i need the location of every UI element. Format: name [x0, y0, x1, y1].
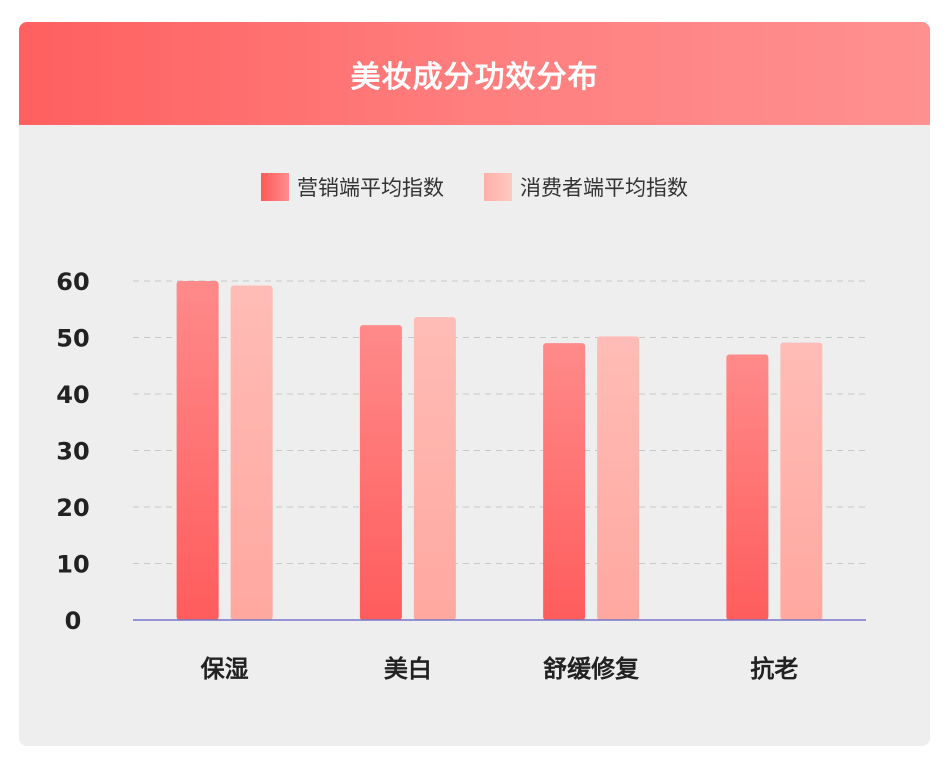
x-category-label: 舒缓修复 — [543, 655, 640, 683]
y-tick-label: 60 — [56, 268, 89, 296]
bar-consumer[interactable] — [413, 317, 456, 620]
bar-marketing[interactable] — [543, 343, 586, 620]
legend-item-marketing[interactable]: 营销端平均指数 — [261, 172, 444, 202]
x-category-label: 美白 — [384, 655, 432, 683]
bar-chart-plot: 0 10 20 30 40 50 60 保湿 美白 舒缓修复 抗老 — [56, 268, 866, 683]
bar-marketing[interactable] — [176, 281, 219, 620]
chart-card: 美妆成分功效分布 营销端平均指数 消费者端平均指数 0 10 20 30 40 50 60 保… — [19, 22, 930, 746]
bar-marketing[interactable] — [726, 354, 769, 620]
y-tick-label: 50 — [56, 325, 89, 353]
bar-consumer[interactable] — [230, 285, 273, 620]
y-tick-label: 40 — [56, 381, 89, 409]
legend-label-marketing: 营销端平均指数 — [297, 176, 444, 200]
chart-header: 美妆成分功效分布 — [19, 22, 930, 125]
legend-item-consumer[interactable]: 消费者端平均指数 — [484, 172, 688, 202]
x-category-label: 抗老 — [750, 655, 798, 683]
bar-marketing[interactable] — [359, 325, 402, 620]
bar-consumer[interactable] — [597, 336, 640, 620]
chart-title: 美妆成分功效分布 — [350, 59, 599, 95]
legend-swatch-marketing — [261, 173, 289, 201]
legend-label-consumer: 消费者端平均指数 — [520, 176, 688, 200]
legend-swatch-consumer — [484, 173, 512, 201]
bar-consumer[interactable] — [780, 342, 823, 620]
x-category-label: 保湿 — [200, 655, 249, 683]
y-tick-label: 10 — [56, 551, 89, 579]
y-tick-label: 20 — [56, 494, 89, 522]
axes: 0 10 20 30 40 50 60 保湿 美白 舒缓修复 抗老 — [56, 268, 866, 683]
bars — [176, 281, 823, 620]
chart-legend: 营销端平均指数 消费者端平均指数 — [19, 172, 930, 202]
y-tick-label: 30 — [56, 438, 89, 466]
y-tick-label: 0 — [65, 607, 82, 635]
